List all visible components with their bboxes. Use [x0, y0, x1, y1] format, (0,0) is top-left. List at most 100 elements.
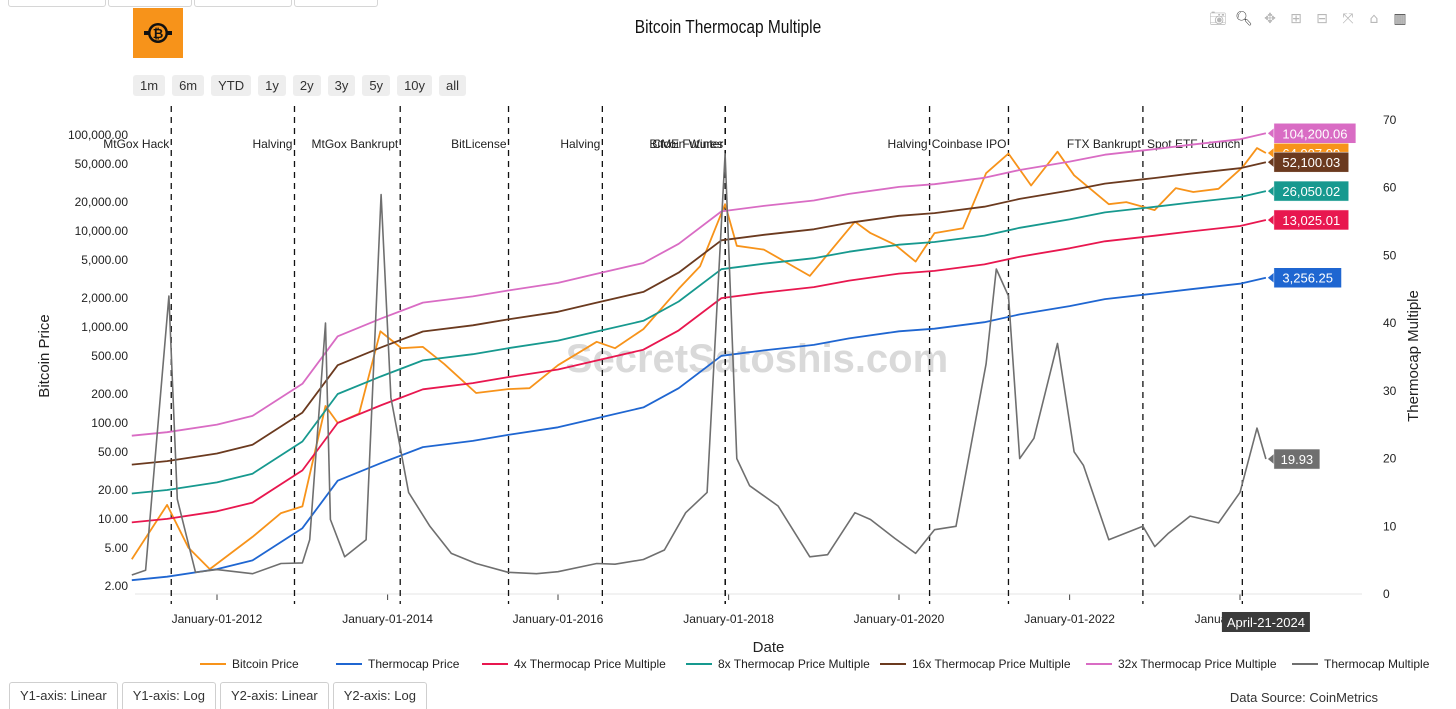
- series-line: [131, 161, 1267, 466]
- y-tick-label: 1,000.00: [81, 320, 128, 334]
- value-label-box: [1273, 267, 1342, 288]
- legend-label: 16x Thermocap Price Multiple: [912, 657, 1071, 671]
- range-button[interactable]: 3y: [327, 75, 356, 96]
- event-label: CME Futures: [652, 137, 723, 151]
- watermark: SecretSatoshis.com: [566, 337, 948, 381]
- y2-log-button[interactable]: Y2-axis: Log: [332, 682, 427, 709]
- legend-label: Thermocap Price: [368, 657, 460, 671]
- value-label: 13,025.01: [1282, 213, 1340, 228]
- x-tick-label: January-01-2016: [513, 612, 604, 626]
- event-label: MtGox Hack: [103, 137, 170, 151]
- event-label: FTX Bankrupt: [1067, 137, 1142, 151]
- range-button[interactable]: 10y: [397, 75, 433, 96]
- y-tick-label: 500.00: [91, 349, 128, 363]
- y2-linear-button[interactable]: Y2-axis: Linear: [219, 682, 329, 709]
- series-line: [131, 153, 1267, 576]
- top-tab[interactable]: [294, 0, 378, 7]
- y2-tick-label: 50: [1383, 248, 1397, 262]
- x-tick-label: January-01-2018: [683, 612, 774, 626]
- y-tick-label: 20.00: [98, 483, 128, 497]
- value-label: 3,256.25: [1282, 271, 1333, 286]
- y2-tick-label: 40: [1383, 316, 1397, 330]
- range-button[interactable]: 5y: [362, 75, 391, 96]
- y-tick-label: 50.00: [98, 445, 128, 459]
- series-line: [131, 190, 1267, 495]
- pan-icon[interactable]: ✥: [1264, 11, 1276, 27]
- zoom-out-icon[interactable]: ⊟: [1316, 11, 1328, 27]
- series-line: [131, 132, 1267, 437]
- y-tick-label: 2.00: [105, 579, 129, 593]
- event-label: Halving: [252, 137, 292, 151]
- top-tab[interactable]: [108, 0, 192, 7]
- y2-tick-label: 60: [1383, 181, 1397, 195]
- y1-log-button[interactable]: Y1-axis: Log: [121, 682, 216, 709]
- hover-date-label: April-21-2024: [1227, 615, 1305, 630]
- legend-label: Thermocap Multiple: [1324, 657, 1430, 671]
- series-line: [131, 219, 1267, 524]
- modebar: 📷︎ 🔍︎ ✥ ⊞ ⊟ ⤧ ⌂ ▥: [1205, 9, 1413, 29]
- y-tick-label: 5,000.00: [81, 253, 128, 267]
- y2-tick-label: 70: [1383, 113, 1397, 127]
- range-button[interactable]: YTD: [211, 75, 252, 96]
- range-selector: 1m 6m YTD 1y 2y 3y 5y 10y all: [133, 75, 467, 96]
- event-label: MtGox Bankrupt: [312, 137, 399, 151]
- value-label: 19.93: [1281, 452, 1314, 467]
- event-label: Halving: [560, 137, 600, 151]
- zoom-in-icon[interactable]: ⊞: [1290, 11, 1302, 27]
- value-label-box: [1273, 180, 1349, 202]
- y2-tick-label: 0: [1383, 587, 1390, 601]
- legend-label: 8x Thermocap Price Multiple: [718, 657, 870, 671]
- value-label-box: [1273, 123, 1357, 144]
- y2-axis-title: Thermocap Multiple: [1405, 290, 1422, 422]
- value-label: 52,100.03: [1282, 155, 1340, 170]
- y-tick-label: 2,000.00: [81, 291, 128, 305]
- legend-label: 32x Thermocap Price Multiple: [1118, 657, 1277, 671]
- x-tick-label: January-01-2020: [854, 612, 945, 626]
- top-tab[interactable]: [8, 0, 106, 7]
- chart-logo-icon[interactable]: ▥: [1393, 11, 1407, 27]
- chart-title: Bitcoin Thermocap Multiple: [634, 17, 822, 37]
- range-button[interactable]: 1m: [133, 75, 166, 96]
- value-label-box: [1273, 209, 1349, 231]
- series-line: [131, 147, 1267, 570]
- value-label-pointer: [1267, 186, 1274, 197]
- legend-label: Bitcoin Price: [232, 657, 299, 671]
- zoom-icon[interactable]: 🔍︎: [1235, 11, 1253, 27]
- range-button[interactable]: 1y: [258, 75, 286, 96]
- x-tick-label: January-01-2014: [342, 612, 433, 626]
- value-label-pointer: [1267, 128, 1274, 139]
- series-line: [131, 276, 1267, 582]
- event-label: Bitcoin Winter: [649, 137, 723, 151]
- event-label: Coinbase IPO: [932, 137, 1007, 151]
- axis-toggle-bar: Y1-axis: Linear Y1-axis: Log Y2-axis: Li…: [9, 682, 427, 709]
- y2-tick-label: 10: [1383, 519, 1397, 533]
- value-label-box: [1273, 448, 1321, 470]
- y2-tick-label: 30: [1383, 384, 1397, 398]
- camera-icon[interactable]: 📷︎: [1209, 11, 1227, 27]
- reset-home-icon[interactable]: ⌂: [1369, 11, 1379, 27]
- y-tick-label: 5.00: [105, 541, 129, 555]
- y-tick-label: 10,000.00: [75, 224, 129, 238]
- y-tick-label: 10.00: [98, 512, 128, 526]
- range-button[interactable]: 2y: [292, 75, 321, 96]
- value-label: 26,050.02: [1282, 184, 1340, 199]
- y1-linear-button[interactable]: Y1-axis: Linear: [9, 682, 118, 709]
- bitcoin-logo: ₿: [133, 8, 183, 58]
- range-button[interactable]: all: [439, 75, 467, 96]
- range-button[interactable]: 6m: [172, 75, 205, 96]
- autoscale-icon[interactable]: ⤧: [1342, 11, 1354, 27]
- value-label-pointer: [1267, 214, 1274, 225]
- value-label-box: [1273, 151, 1349, 173]
- value-label-pointer: [1267, 272, 1274, 283]
- hover-date-box: [1221, 612, 1310, 632]
- event-label: Halving: [888, 137, 928, 151]
- value-label-pointer: [1267, 454, 1274, 465]
- y-axis-title: Bitcoin Price: [36, 314, 53, 397]
- event-label: BitLicense: [451, 137, 507, 151]
- legend-label: 4x Thermocap Price Multiple: [514, 657, 666, 671]
- x-axis-title: Date: [753, 639, 785, 656]
- top-tab[interactable]: [194, 0, 292, 7]
- svg-text:₿: ₿: [153, 26, 164, 41]
- y-tick-label: 50,000.00: [75, 157, 129, 171]
